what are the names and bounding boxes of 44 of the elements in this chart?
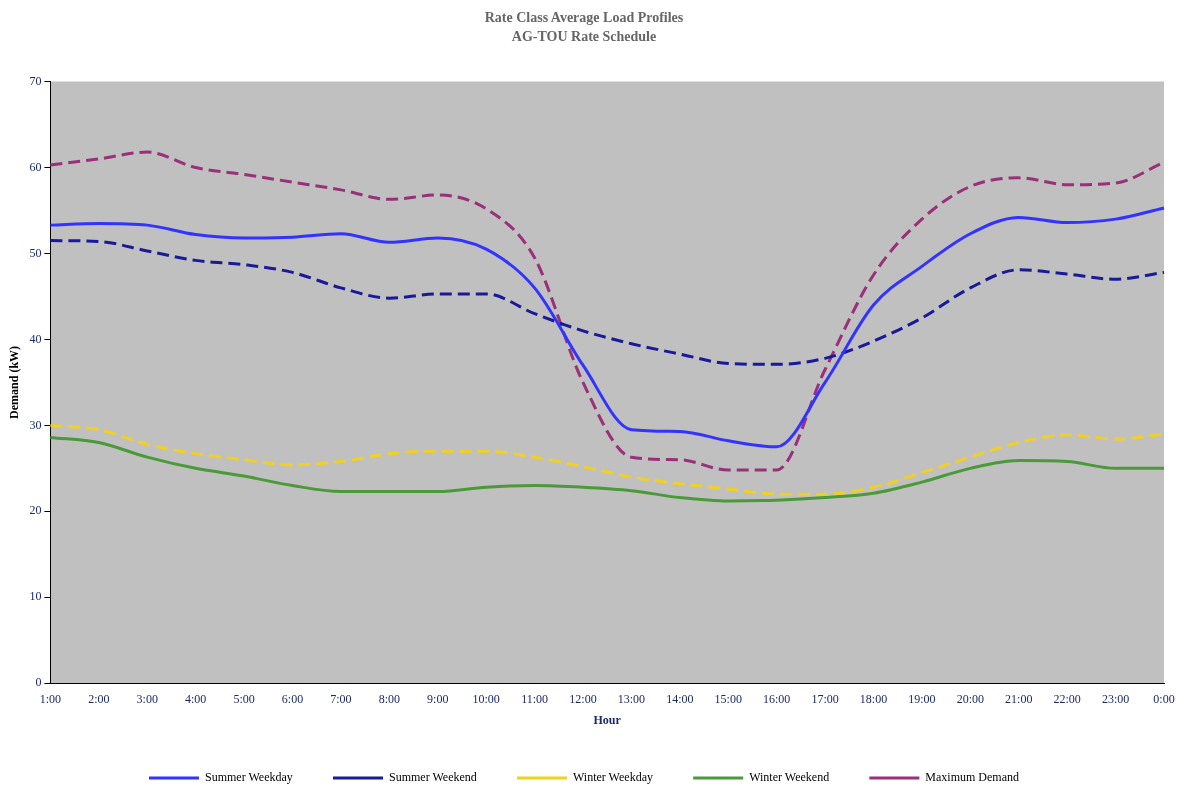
y-tick-label: 50 bbox=[29, 245, 42, 260]
x-tick-label: 9:00 bbox=[427, 691, 449, 706]
chart-title: Rate Class Average Load Profiles bbox=[484, 10, 684, 26]
y-tick-label: 0 bbox=[35, 675, 42, 690]
x-tick-label: 21:00 bbox=[1005, 691, 1033, 706]
legend-label: Summer Weekday bbox=[204, 770, 293, 785]
x-tick-label: 19:00 bbox=[908, 691, 936, 706]
x-tick-label: 4:00 bbox=[184, 691, 207, 706]
x-tick-label: 5:00 bbox=[233, 691, 255, 706]
x-tick-label: 3:00 bbox=[136, 691, 158, 706]
x-tick-label: 17:00 bbox=[811, 691, 839, 706]
y-tick-label: 20 bbox=[29, 503, 42, 518]
x-tick-label: 10:00 bbox=[472, 691, 500, 706]
x-tick-label: 11:00 bbox=[521, 691, 549, 706]
y-tick-label: 70 bbox=[29, 73, 42, 88]
legend-label: Winter Weekday bbox=[573, 770, 653, 785]
x-tick-label: 2:00 bbox=[88, 691, 110, 706]
chart-subtitle: AG-TOU Rate Schedule bbox=[511, 28, 657, 44]
line-series bbox=[48, 435, 1166, 503]
y-tick-label: 30 bbox=[29, 417, 42, 432]
x-tick-label: 20:00 bbox=[956, 691, 984, 706]
x-tick-label: 8:00 bbox=[378, 691, 400, 706]
x-tick-label: 0:00 bbox=[1153, 691, 1175, 706]
x-tick-label: 13:00 bbox=[617, 691, 646, 706]
y-tick-label: 10 bbox=[29, 589, 42, 604]
x-tick-label: 6:00 bbox=[281, 691, 304, 706]
x-tick-label: 18:00 bbox=[859, 691, 888, 706]
y-tick-label: 40 bbox=[29, 331, 42, 346]
legend-label: Maximum Demand bbox=[925, 770, 1020, 785]
x-tick-label: 7:00 bbox=[330, 691, 352, 706]
x-tick-label: 1:00 bbox=[39, 691, 62, 706]
x-tick-label: 15:00 bbox=[714, 691, 742, 706]
y-axis-title: Demand (kW) bbox=[7, 345, 22, 419]
legend-label: Summer Weekend bbox=[389, 770, 477, 785]
x-tick-label: 14:00 bbox=[666, 691, 694, 706]
line-series bbox=[48, 206, 1166, 449]
x-tick-label: 22:00 bbox=[1053, 691, 1081, 706]
y-tick-label: 60 bbox=[29, 159, 42, 174]
legend-label: Winter Weekend bbox=[749, 770, 830, 785]
x-tick-label: 12:00 bbox=[569, 691, 597, 706]
x-tick-label: 23:00 bbox=[1101, 691, 1130, 706]
line-series bbox=[48, 239, 1166, 366]
x-axis-title: Hour bbox=[593, 712, 622, 727]
x-tick-label: 16:00 bbox=[762, 691, 791, 706]
